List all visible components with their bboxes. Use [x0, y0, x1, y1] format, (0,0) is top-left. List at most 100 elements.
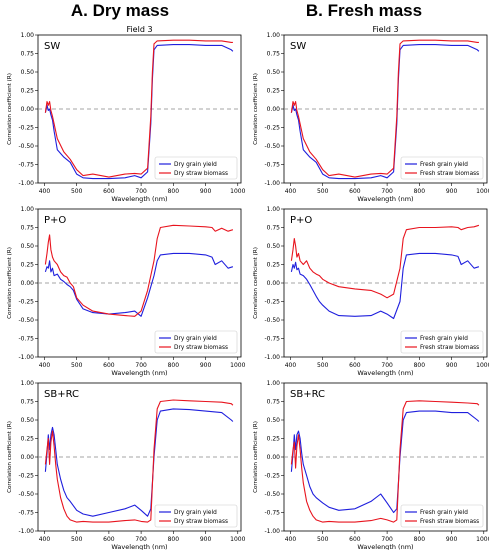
x-tick-label: 900	[446, 536, 458, 543]
y-tick-label: -1.00	[264, 528, 280, 535]
y-tick-label: 1.00	[267, 32, 281, 39]
y-tick-label: 1.00	[21, 32, 35, 39]
y-tick-label: -0.50	[264, 491, 280, 498]
y-tick-label: -1.00	[264, 180, 280, 187]
x-tick-label: 1000	[230, 536, 245, 543]
series-line-grain	[44, 408, 234, 517]
series-line-grain	[290, 410, 480, 514]
x-tick-label: 700	[381, 536, 393, 543]
y-tick-label: -1.00	[18, 180, 34, 187]
y-tick-label: 0.00	[267, 106, 281, 113]
series-line-straw	[44, 399, 234, 523]
y-tick-label: -0.25	[264, 473, 280, 480]
y-tick-label: -0.50	[264, 317, 280, 324]
y-axis-label: Correlation coefficient (R)	[7, 73, 13, 145]
legend: Dry grain yield Dry straw biomass	[154, 504, 238, 528]
y-tick-label: 0.00	[21, 106, 35, 113]
legend: Dry grain yield Dry straw biomass	[154, 156, 238, 180]
x-axis-label: Wavelength (nm)	[357, 543, 413, 550]
y-tick-label: -0.50	[18, 143, 34, 150]
legend-entry: Dry straw biomass	[174, 519, 228, 525]
legend-entry: Dry grain yield	[174, 162, 217, 168]
y-tick-label: 0.00	[267, 280, 281, 287]
y-tick-label: 0.75	[267, 225, 281, 232]
y-tick-label: 0.50	[267, 69, 281, 76]
y-tick-label: -0.75	[18, 336, 34, 343]
x-tick-label: 600	[103, 362, 115, 369]
y-tick-label: 0.25	[267, 88, 281, 95]
y-tick-label: -0.25	[264, 125, 280, 132]
series-line-grain	[290, 252, 480, 320]
x-tick-label: 400	[285, 188, 297, 195]
legend-box	[400, 330, 484, 354]
x-tick-label: 900	[446, 188, 458, 195]
series-line-grain	[44, 44, 234, 180]
y-tick-label: 0.75	[267, 51, 281, 58]
y-tick-label: 0.75	[21, 51, 35, 58]
panel-label: P+O	[290, 215, 312, 226]
x-tick-label: 800	[414, 188, 426, 195]
legend-entry: Fresh grain yield	[420, 336, 468, 342]
y-tick-label: 0.25	[21, 436, 35, 443]
x-tick-label: 500	[317, 362, 329, 369]
y-tick-label: 1.00	[267, 206, 281, 213]
x-axis-label: Wavelength (nm)	[357, 195, 413, 203]
chart-panel-a-0: Field 3 -1.00 -0.75 -0.50 -0.25 0.00 0.25 0.50 0…	[7, 25, 246, 203]
y-axis-label: Correlation coefficient (R)	[253, 421, 259, 493]
column-title-dry-mass: A. Dry mass	[70, 1, 170, 20]
column-title-fresh-mass: B. Fresh mass	[305, 1, 423, 20]
y-tick-label: -1.00	[264, 354, 280, 361]
legend-box	[400, 504, 484, 528]
x-tick-label: 600	[349, 362, 361, 369]
chart-panel-b-0: Field 3 -1.00 -0.75 -0.50 -0.25 0.00 0.25 0.50 0…	[253, 25, 489, 203]
panel-label: SB+RC	[44, 389, 79, 400]
x-tick-label: 1000	[476, 362, 489, 369]
x-tick-label: 900	[446, 362, 458, 369]
x-tick-label: 800	[168, 362, 180, 369]
chart-panel-a-1: -1.00 -0.75 -0.50 -0.25 0.00 0.25 0.50 0.75 1.00…	[7, 206, 246, 377]
y-tick-label: 0.25	[21, 262, 35, 269]
y-tick-label: -0.75	[264, 336, 280, 343]
legend-entry: Fresh straw biomass	[420, 519, 479, 525]
x-tick-label: 700	[381, 188, 393, 195]
x-tick-label: 700	[381, 362, 393, 369]
legend-entry: Fresh grain yield	[420, 510, 468, 516]
x-tick-label: 800	[168, 188, 180, 195]
x-tick-label: 600	[349, 188, 361, 195]
x-tick-label: 800	[414, 536, 426, 543]
y-tick-label: 0.00	[267, 454, 281, 461]
y-tick-label: 0.75	[267, 399, 281, 406]
series-line-straw	[290, 400, 480, 523]
legend-entry: Dry grain yield	[174, 336, 217, 342]
y-tick-label: -0.75	[18, 162, 34, 169]
chart-panel-b-2: -1.00 -0.75 -0.50 -0.25 0.00 0.25 0.50 0.75 1.00…	[253, 380, 489, 550]
y-tick-label: -0.50	[18, 491, 34, 498]
y-tick-label: 0.25	[21, 88, 35, 95]
x-tick-label: 500	[317, 188, 329, 195]
x-tick-label: 900	[200, 188, 212, 195]
y-tick-label: -0.50	[264, 143, 280, 150]
y-tick-label: 0.50	[267, 243, 281, 250]
x-tick-label: 400	[285, 362, 297, 369]
legend: Dry grain yield Dry straw biomass	[154, 330, 238, 354]
y-tick-label: 0.75	[21, 225, 35, 232]
y-tick-label: 0.00	[21, 454, 35, 461]
chart-panel-b-1: -1.00 -0.75 -0.50 -0.25 0.00 0.25 0.50 0.75 1.00…	[253, 206, 489, 377]
x-tick-label: 700	[135, 188, 147, 195]
y-tick-label: -0.75	[264, 162, 280, 169]
x-tick-label: 400	[285, 536, 297, 543]
x-tick-label: 400	[39, 188, 51, 195]
y-tick-label: 1.00	[267, 380, 281, 387]
panel-label: SB+RC	[290, 389, 325, 400]
x-tick-label: 400	[39, 536, 51, 543]
y-tick-label: 1.00	[21, 380, 35, 387]
y-tick-label: -0.75	[18, 510, 34, 517]
y-tick-label: 1.00	[21, 206, 35, 213]
x-axis-label: Wavelength (nm)	[357, 369, 413, 377]
panel-label: P+O	[44, 215, 66, 226]
y-axis-label: Correlation coefficient (R)	[7, 247, 13, 319]
legend-entry: Dry straw biomass	[174, 345, 228, 351]
x-tick-label: 1000	[230, 188, 245, 195]
panel-label: SW	[290, 41, 306, 52]
y-tick-label: 0.75	[21, 399, 35, 406]
